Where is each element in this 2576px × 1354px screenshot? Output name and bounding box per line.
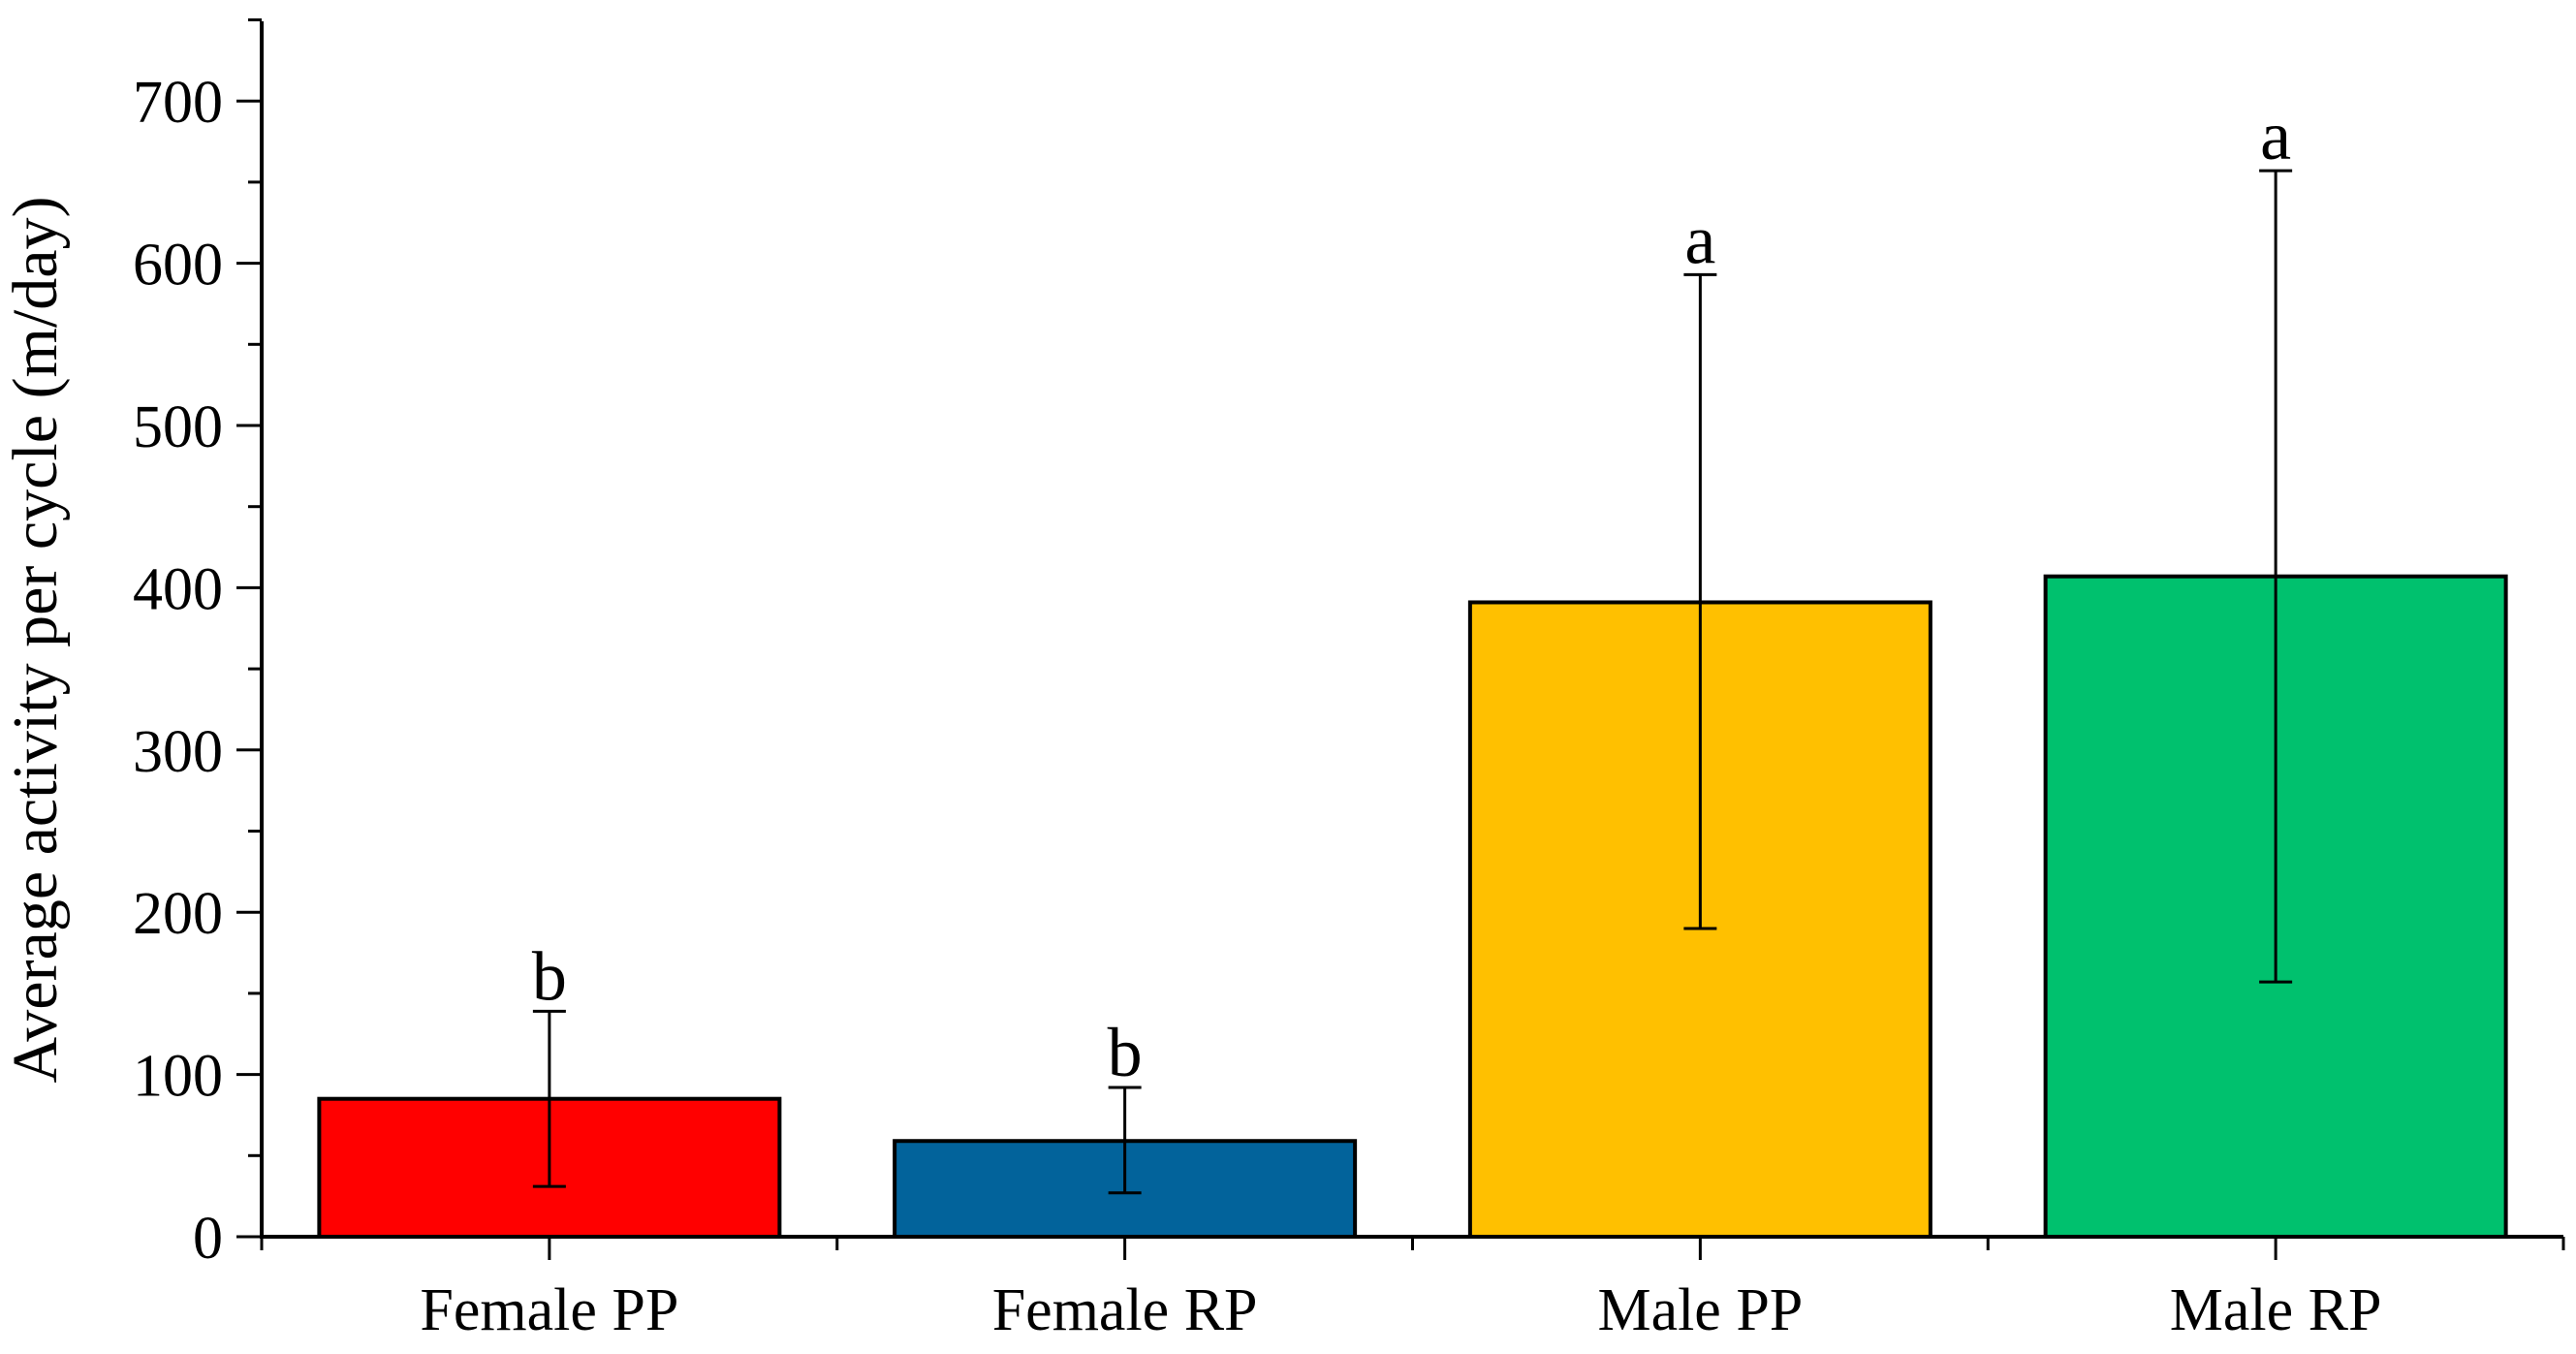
x-tick-label: Female RP [992, 1277, 1258, 1343]
y-tick-label: 300 [133, 719, 223, 785]
y-tick-label: 0 [193, 1206, 223, 1272]
significance-label: a [2260, 97, 2291, 174]
significance-label: b [1108, 1014, 1143, 1091]
x-tick-label: Male PP [1597, 1277, 1803, 1343]
significance-label: a [1684, 201, 1715, 278]
y-tick-label: 200 [133, 881, 223, 947]
error-bars-layer [532, 169, 2293, 1195]
x-tick-label: Female PP [420, 1277, 678, 1343]
y-tick-label: 700 [133, 70, 223, 136]
y-axis-label: Average activity per cycle (m/day) [0, 197, 71, 1084]
significance-labels-layer: b b a a [532, 97, 2291, 1091]
x-ticks-layer: Female PP Female RP Male PP Male RP [260, 1237, 2565, 1343]
y-tick-label: 100 [133, 1044, 223, 1110]
y-tick-label: 400 [133, 556, 223, 622]
y-tick-label: 500 [133, 394, 223, 460]
x-tick-label: Male RP [2170, 1277, 2382, 1343]
y-tick-label: 600 [133, 233, 223, 299]
significance-label: b [532, 937, 567, 1015]
y-ticks-layer: 0 100 200 300 400 500 600 700 [133, 18, 262, 1272]
bars-layer [317, 574, 2508, 1240]
